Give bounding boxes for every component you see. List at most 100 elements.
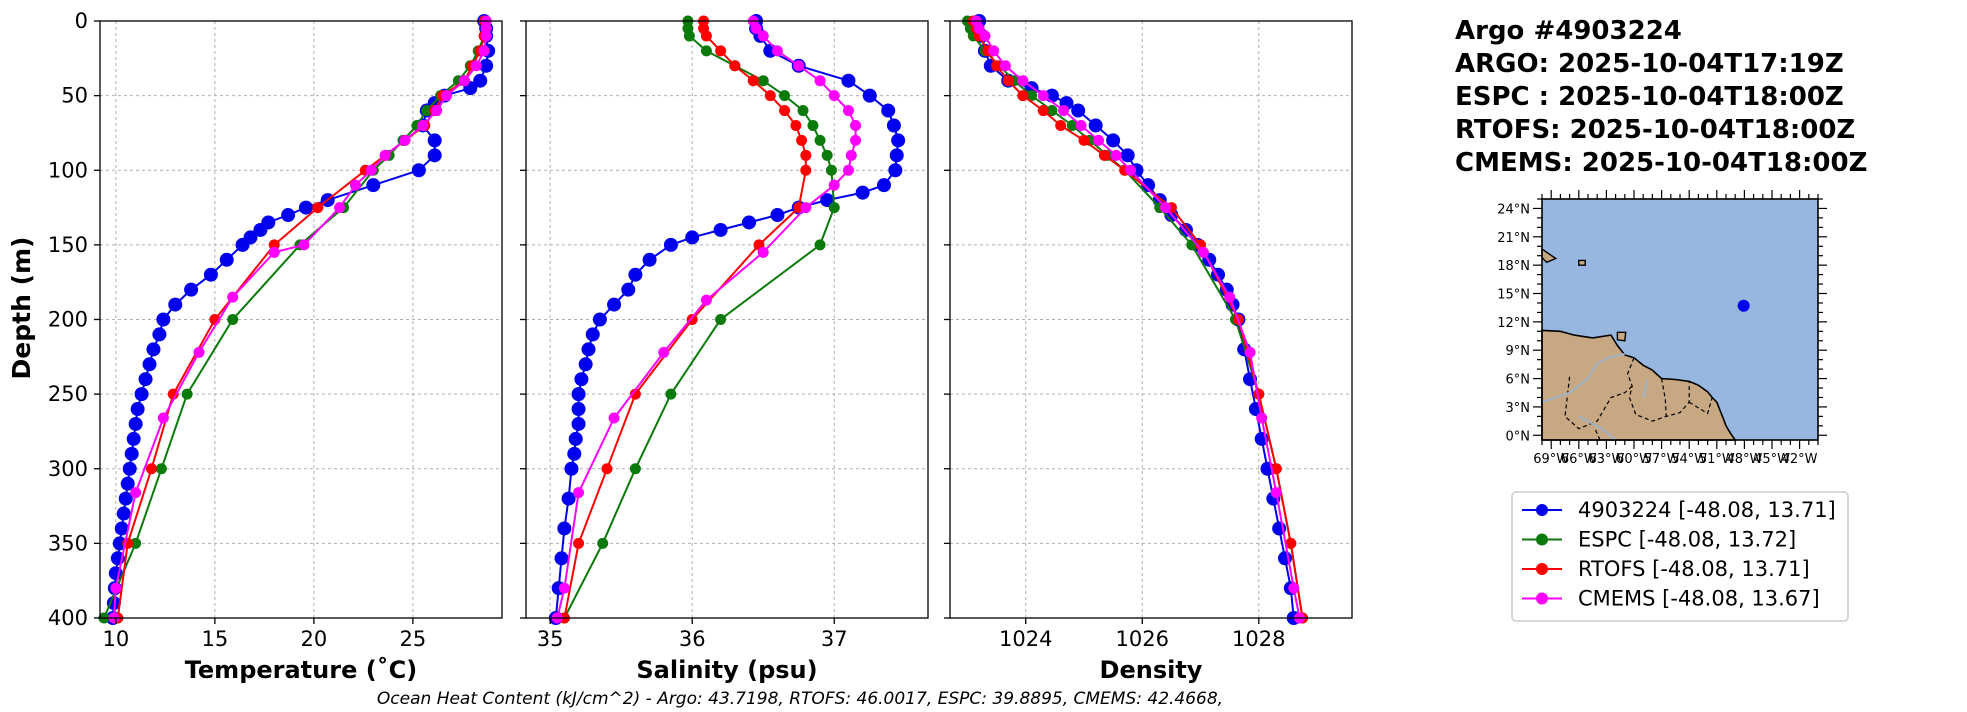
data-point xyxy=(855,185,870,200)
data-point xyxy=(235,237,250,252)
data-point xyxy=(842,105,854,117)
data-point xyxy=(665,388,677,400)
data-point xyxy=(597,537,609,549)
data-point xyxy=(797,105,809,117)
series-espc xyxy=(558,15,840,624)
y-tick-label: 350 xyxy=(48,531,88,555)
data-point xyxy=(227,291,239,303)
data-point xyxy=(157,412,169,424)
data-point xyxy=(828,179,840,191)
data-point xyxy=(571,402,586,417)
data-point xyxy=(1125,164,1137,176)
map-rivers xyxy=(1541,353,1649,441)
series-line xyxy=(112,21,488,619)
data-point xyxy=(567,446,582,461)
data-point xyxy=(574,372,589,387)
data-point xyxy=(126,431,141,446)
data-point xyxy=(629,388,641,400)
x-tick-label: 1026 xyxy=(1116,627,1169,651)
data-point xyxy=(800,164,812,176)
data-point xyxy=(427,133,442,148)
data-point xyxy=(411,163,426,178)
legend-label: CMEMS [-48.08, 13.67] xyxy=(1578,587,1820,611)
data-point xyxy=(888,163,903,178)
data-point xyxy=(110,582,122,594)
data-point xyxy=(571,416,586,431)
data-point xyxy=(480,30,492,42)
data-point xyxy=(146,342,161,357)
data-point xyxy=(608,412,620,424)
data-point xyxy=(142,357,157,372)
data-point xyxy=(227,314,239,325)
map-lat-label: 21°N xyxy=(1497,231,1530,246)
data-point xyxy=(366,178,381,193)
data-point xyxy=(120,476,135,491)
data-point xyxy=(193,346,205,358)
argo-float-position xyxy=(1737,299,1750,312)
data-point xyxy=(607,297,622,312)
data-point xyxy=(458,75,470,87)
data-point xyxy=(155,463,167,475)
data-point xyxy=(642,252,657,267)
map-lat-label: 9°N xyxy=(1506,344,1531,359)
data-point xyxy=(268,246,280,258)
data-point xyxy=(581,342,596,357)
x-tick-label: 36 xyxy=(679,627,706,651)
data-point xyxy=(168,297,183,312)
data-point xyxy=(1037,90,1049,102)
data-point xyxy=(779,105,791,117)
map-lat-label: 6°N xyxy=(1506,373,1531,388)
data-point xyxy=(564,461,579,476)
x-tick-label: 1024 xyxy=(999,627,1052,651)
panel-temperature: 10 15 20 25 Temperature (˚C) 0 50 100 150 200 250 3… xyxy=(48,9,503,684)
data-point xyxy=(770,208,785,223)
data-point xyxy=(821,149,833,161)
y-tick-label: 300 xyxy=(48,457,88,481)
map-lon-label: 60°W xyxy=(1616,452,1652,467)
data-point xyxy=(629,463,641,475)
map-lon-label: 48°W xyxy=(1726,452,1762,467)
data-point xyxy=(729,60,741,72)
data-point xyxy=(1141,178,1156,193)
data-point xyxy=(568,431,583,446)
data-point xyxy=(825,164,837,176)
legend-box xyxy=(1511,491,1849,622)
data-point xyxy=(479,58,494,73)
data-point xyxy=(203,267,218,282)
data-point xyxy=(557,521,572,536)
data-point xyxy=(814,75,826,87)
data-point xyxy=(379,149,391,161)
data-point xyxy=(578,357,593,372)
data-point xyxy=(828,202,840,214)
x-tick-label: 25 xyxy=(400,627,427,651)
data-point xyxy=(181,388,193,400)
data-point xyxy=(585,327,600,342)
data-point xyxy=(312,202,324,214)
data-point xyxy=(116,506,131,521)
data-point xyxy=(715,45,727,57)
data-point xyxy=(554,551,569,566)
map-lon-label: 66°W xyxy=(1561,452,1597,467)
data-point xyxy=(685,230,700,245)
data-point xyxy=(478,45,490,57)
data-point xyxy=(473,73,488,88)
data-point xyxy=(112,536,127,551)
data-point xyxy=(764,90,776,102)
info-title: Argo #4903224 xyxy=(1455,16,1682,46)
data-point xyxy=(219,252,234,267)
legend-marker xyxy=(1536,533,1548,546)
data-point xyxy=(1037,105,1049,117)
data-point xyxy=(700,30,712,42)
map-lat-label: 24°N xyxy=(1497,202,1530,217)
info-espc-time: ESPC : 2025-10-04T18:00Z xyxy=(1455,82,1844,112)
x-tick-label: 10 xyxy=(102,627,129,651)
data-point xyxy=(558,582,570,594)
location-map: 0°N 3°N 6°N 9°N 12°N 15°N 18°N 21°N 24°N 69°W66°W… xyxy=(1497,190,1827,467)
legend-item: ESPC [-48.08, 13.72] xyxy=(1522,528,1796,552)
data-point xyxy=(991,60,1003,72)
data-point xyxy=(683,30,695,42)
data-point xyxy=(130,537,142,549)
data-point xyxy=(1256,412,1268,424)
data-point xyxy=(1106,133,1121,148)
